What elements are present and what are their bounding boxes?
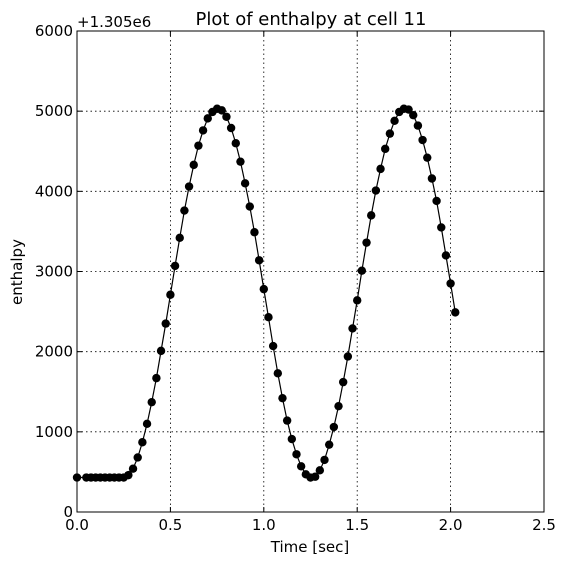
chart-title: Plot of enthalpy at cell 11 <box>196 9 427 30</box>
data-point <box>381 144 390 154</box>
data-point <box>161 319 170 328</box>
data-point <box>409 110 418 120</box>
data-point <box>320 455 329 465</box>
data-point <box>334 401 343 411</box>
data-point <box>175 233 184 243</box>
data-point <box>189 160 198 170</box>
data-point <box>451 308 460 317</box>
data-point <box>254 256 264 265</box>
data-point <box>194 141 203 150</box>
data-point <box>180 206 189 215</box>
y-tick-label: 1000 <box>35 423 73 441</box>
y-tick-label: 6000 <box>35 22 73 40</box>
data-point <box>152 373 161 383</box>
data-point <box>423 153 432 162</box>
y-tick-label: 0 <box>63 503 73 521</box>
data-point <box>418 135 427 145</box>
y-tick-labels: 0 1000 2000 3000 4000 5000 6000 <box>35 22 73 521</box>
y-axis-label: enthalpy <box>8 239 26 305</box>
data-point <box>170 261 180 271</box>
y-offset-label: +1.305e6 <box>77 13 151 31</box>
data-point <box>357 266 367 275</box>
data-point <box>385 129 395 138</box>
series-layer <box>72 104 460 482</box>
data-point <box>184 182 194 191</box>
data-point <box>446 279 455 288</box>
axis-ticks <box>76 30 545 513</box>
data-point <box>427 174 437 183</box>
data-point <box>231 139 240 148</box>
data-point <box>147 397 156 407</box>
data-point <box>142 419 152 429</box>
data-point <box>348 324 357 333</box>
data-point <box>287 434 297 444</box>
data-point <box>324 440 334 449</box>
data-point <box>278 393 287 403</box>
x-tick-label: 2.5 <box>532 516 556 534</box>
y-tick-label: 3000 <box>35 263 73 281</box>
data-point <box>245 202 254 211</box>
data-point <box>441 251 451 260</box>
data-point <box>292 450 301 459</box>
data-point <box>413 121 423 130</box>
data-point <box>282 416 292 425</box>
data-point <box>222 112 231 121</box>
data-point <box>432 196 441 206</box>
y-tick-label: 2000 <box>35 343 73 361</box>
data-point <box>296 462 306 471</box>
data-point <box>264 312 273 322</box>
data-point <box>240 179 250 188</box>
data-point <box>329 422 339 432</box>
data-point <box>226 123 236 133</box>
x-tick-label: 2.0 <box>439 516 463 534</box>
data-point <box>250 228 259 237</box>
data-point <box>310 472 320 481</box>
data-point <box>236 157 245 166</box>
x-tick-labels: 0.0 0.5 1.0 1.5 2.0 2.5 <box>65 516 556 534</box>
x-tick-label: 0.5 <box>158 516 182 534</box>
data-point <box>362 238 371 247</box>
data-point <box>166 290 175 299</box>
data-point <box>259 284 268 294</box>
data-point <box>133 453 142 462</box>
data-point <box>217 106 226 115</box>
data-point <box>273 369 283 378</box>
y-tick-label: 4000 <box>35 182 73 200</box>
data-point <box>376 164 385 174</box>
data-point <box>367 211 376 220</box>
x-tick-label: 1.0 <box>252 516 276 534</box>
data-point <box>124 470 133 480</box>
data-point <box>371 186 381 195</box>
data-point <box>138 438 147 447</box>
data-point <box>437 223 446 232</box>
y-tick-label: 5000 <box>35 102 73 120</box>
data-point <box>338 377 348 387</box>
x-axis-label: Time [sec] <box>270 538 349 556</box>
data-point <box>198 126 208 135</box>
data-point <box>203 114 212 123</box>
data-point <box>404 105 413 114</box>
data-point <box>353 296 362 305</box>
grid-lines <box>77 31 544 512</box>
data-point <box>268 341 278 351</box>
series-line <box>77 108 456 479</box>
x-tick-label: 1.5 <box>345 516 369 534</box>
x-tick-label: 0.0 <box>65 516 89 534</box>
data-point <box>390 116 399 125</box>
data-point <box>128 464 138 473</box>
data-point <box>156 346 166 356</box>
data-point <box>343 352 353 361</box>
data-point <box>315 466 325 475</box>
